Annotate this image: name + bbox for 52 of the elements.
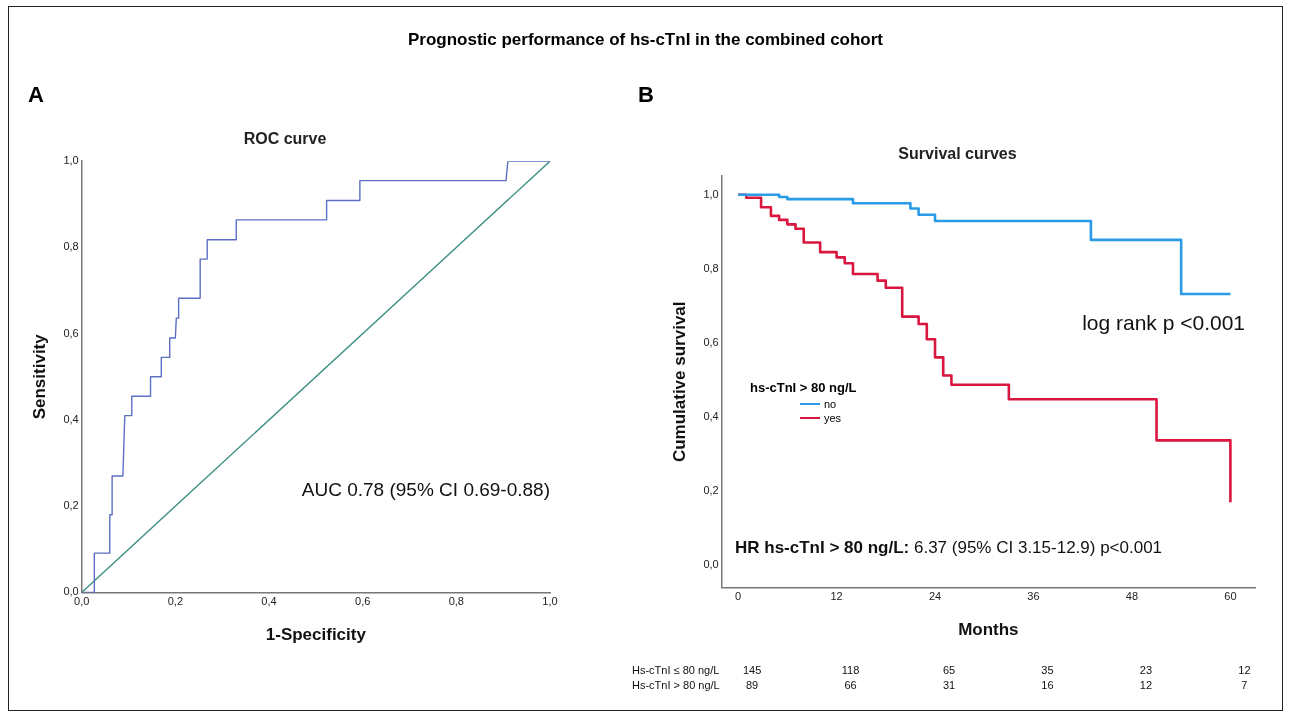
- x-tick-label: 36: [1027, 590, 1040, 603]
- x-tick-label: 0,8: [448, 595, 464, 608]
- x-tick-label: 1,0: [542, 595, 558, 608]
- chart-subtitle: A: [28, 82, 44, 108]
- legend-label: yes: [824, 411, 842, 425]
- text: 31: [942, 679, 956, 692]
- text: 35: [1041, 664, 1054, 677]
- y-tick-label: 0,6: [703, 335, 719, 348]
- text: 16: [1041, 679, 1054, 692]
- y-tick-label: 1,0: [703, 187, 719, 200]
- x-tick-label: 0,4: [261, 595, 277, 608]
- text: 118: [841, 664, 860, 677]
- x-axis-title: 1-Specificity: [265, 625, 367, 645]
- y-tick-label: 0,4: [703, 410, 719, 423]
- annotation: log rank p <0.001: [1082, 311, 1245, 335]
- text: Prognostic performance of hs-cTnI in the combined cohort: [406, 30, 885, 50]
- x-tick-label: 24: [928, 590, 942, 603]
- y-tick-label: 0,4: [63, 412, 79, 425]
- text: 12: [1238, 664, 1251, 677]
- y-tick-label: 1,0: [63, 154, 79, 167]
- text: 23: [1139, 664, 1153, 677]
- x-tick-label: 0,0: [74, 595, 90, 608]
- y-tick-label: 0,8: [63, 240, 79, 253]
- annotation: AUC 0.78 (95% CI 0.69-0.88): [301, 479, 550, 501]
- chart-title: ROC curve: [243, 130, 327, 148]
- text: Hs-cTnI ≤ 80 ng/L: [632, 664, 720, 677]
- text: 66: [844, 679, 857, 692]
- chart-title: Survival curves: [898, 145, 1017, 163]
- text: 89: [745, 679, 759, 692]
- text: 7: [1241, 679, 1248, 692]
- y-tick-label: 0,2: [63, 499, 79, 512]
- y-tick-label: 0,0: [703, 558, 719, 571]
- x-axis-title: Months: [958, 620, 1019, 640]
- chart-subtitle: B: [638, 82, 654, 108]
- x-tick-label: 48: [1125, 590, 1139, 603]
- y-tick-label: 0,6: [63, 326, 79, 339]
- text: 65: [942, 664, 956, 677]
- legend-title: hs-cTnI > 80 ng/L: [750, 380, 857, 395]
- x-tick-label: 0: [735, 590, 742, 603]
- x-tick-label: 60: [1224, 590, 1237, 603]
- x-tick-label: 0,6: [355, 595, 371, 608]
- text: 12: [1139, 679, 1153, 692]
- text: Hs-cTnI > 80 ng/L: [632, 679, 720, 692]
- legend-label: no: [824, 397, 837, 411]
- x-tick-label: 0,2: [167, 595, 183, 608]
- y-tick-label: 0,8: [703, 261, 719, 274]
- x-tick-label: 12: [830, 590, 843, 603]
- text: 145: [742, 664, 762, 677]
- annotation: HR hs-cTnI > 80 ng/L: 6.37 (95% CI 3.15-12.9) p<0.001: [735, 538, 1163, 558]
- y-axis-title: Cumulative survival: [669, 301, 689, 463]
- y-axis-title: Sensitivity: [29, 333, 49, 420]
- y-tick-label: 0,2: [703, 484, 719, 497]
